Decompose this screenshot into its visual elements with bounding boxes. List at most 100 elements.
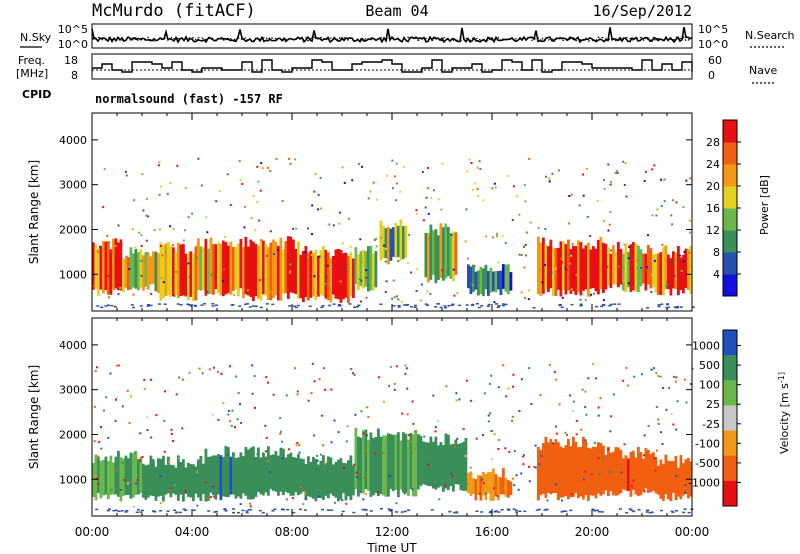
ground-point xyxy=(321,305,325,307)
frequency-panel: Freq. [MHz] 18 8 60 0 Nave xyxy=(16,53,777,84)
scatter-cell xyxy=(602,445,605,495)
scatter-cell xyxy=(607,247,610,286)
speckle-point xyxy=(184,490,187,493)
scatter-cell xyxy=(419,435,423,485)
colorbar-tick-label: -1000 xyxy=(688,476,720,489)
ground-point xyxy=(426,304,430,306)
speckle-point xyxy=(289,271,291,274)
speckle-point xyxy=(609,471,612,473)
scatter-cell xyxy=(452,443,455,492)
speckle-point xyxy=(410,271,413,274)
speckle-point xyxy=(597,406,600,409)
ground-point xyxy=(564,510,568,513)
x-tick-label: 20:00 xyxy=(575,525,610,539)
ground-point xyxy=(625,512,629,514)
speckle-point xyxy=(511,419,513,422)
scatter-cell xyxy=(429,436,433,487)
ground-point xyxy=(637,509,641,511)
power-colorbar-label: Power [dB] xyxy=(758,175,771,235)
scatter-cell xyxy=(307,252,310,301)
speckle-point xyxy=(209,496,212,499)
speckle-point xyxy=(636,267,638,270)
speckle-point xyxy=(625,366,628,369)
y-tick-label: 4000 xyxy=(59,339,87,352)
speckle-point xyxy=(654,469,657,472)
ground-point xyxy=(238,305,242,307)
scatter-cell xyxy=(644,448,648,489)
ground-point xyxy=(543,509,547,511)
scatter-cell xyxy=(262,452,265,496)
scatter-cell xyxy=(502,468,505,495)
scatter-cell xyxy=(94,244,98,289)
speckle-point xyxy=(444,484,447,487)
speckle-point xyxy=(560,477,563,480)
speckle-point xyxy=(402,165,405,168)
speckle-point xyxy=(230,424,233,427)
scatter-cell xyxy=(442,227,445,281)
speckle-point xyxy=(450,472,452,475)
speckle-point xyxy=(268,471,271,474)
speckle-point xyxy=(307,399,310,402)
speckle-point xyxy=(298,444,301,447)
speckle-point xyxy=(254,229,257,232)
scatter-cell xyxy=(379,436,383,495)
colorbar-tick-label: 25 xyxy=(706,398,720,411)
speckle-point xyxy=(581,388,584,391)
speckle-point xyxy=(515,195,518,198)
colorbar-swatch xyxy=(723,186,737,209)
speckle-point xyxy=(395,199,398,202)
speckle-point xyxy=(191,212,194,215)
ground-point xyxy=(254,305,258,307)
speckle-point xyxy=(602,220,605,223)
speckle-point xyxy=(487,414,490,417)
speckle-point xyxy=(661,443,664,445)
speckle-point xyxy=(125,170,127,173)
scatter-cell xyxy=(287,454,290,493)
speckle-point xyxy=(299,486,302,489)
ground-point xyxy=(114,306,117,308)
speckle-point xyxy=(584,470,587,473)
speckle-point xyxy=(296,390,299,393)
speckle-point xyxy=(139,432,142,435)
scatter-cell xyxy=(329,258,333,303)
ground-point xyxy=(650,511,654,513)
speckle-point xyxy=(683,251,686,254)
speckle-point xyxy=(541,281,544,284)
scatter-cell xyxy=(507,480,510,498)
scatter-cell xyxy=(547,442,550,493)
noise-sky-trace xyxy=(91,26,693,44)
speckle-point xyxy=(321,414,324,417)
speckle-point xyxy=(126,389,129,392)
speckle-point xyxy=(445,385,448,388)
speckle-point xyxy=(691,367,694,370)
ground-point xyxy=(683,508,687,510)
speckle-point xyxy=(269,290,272,293)
speckle-point xyxy=(289,162,292,165)
scatter-cell xyxy=(219,455,223,501)
ground-point xyxy=(687,511,691,514)
speckle-point xyxy=(560,257,563,260)
scatter-cell xyxy=(212,455,215,496)
speckle-point xyxy=(624,162,627,165)
scatter-cell xyxy=(217,242,220,294)
speckle-point xyxy=(206,231,209,234)
scatter-cell xyxy=(432,441,435,489)
speckle-point xyxy=(490,458,493,461)
noise-panel: N.Sky 10^5 10^0 10^5 10^0 N.Search xyxy=(20,23,795,51)
scatter-cell xyxy=(214,455,218,500)
scatter-cell xyxy=(297,241,300,299)
speckle-point xyxy=(570,193,573,196)
speckle-point xyxy=(578,204,581,207)
speckle-point xyxy=(530,403,533,405)
speckle-point xyxy=(307,227,309,230)
ground-point xyxy=(560,306,564,308)
scatter-cell xyxy=(402,226,405,259)
speckle-point xyxy=(114,419,117,422)
speckle-point xyxy=(678,493,681,496)
scatter-cell xyxy=(434,436,438,490)
scatter-cell xyxy=(372,253,375,291)
scatter-cell xyxy=(467,264,470,289)
speckle-point xyxy=(569,262,572,265)
scatter-cell xyxy=(309,250,313,298)
speckle-point xyxy=(176,164,179,167)
